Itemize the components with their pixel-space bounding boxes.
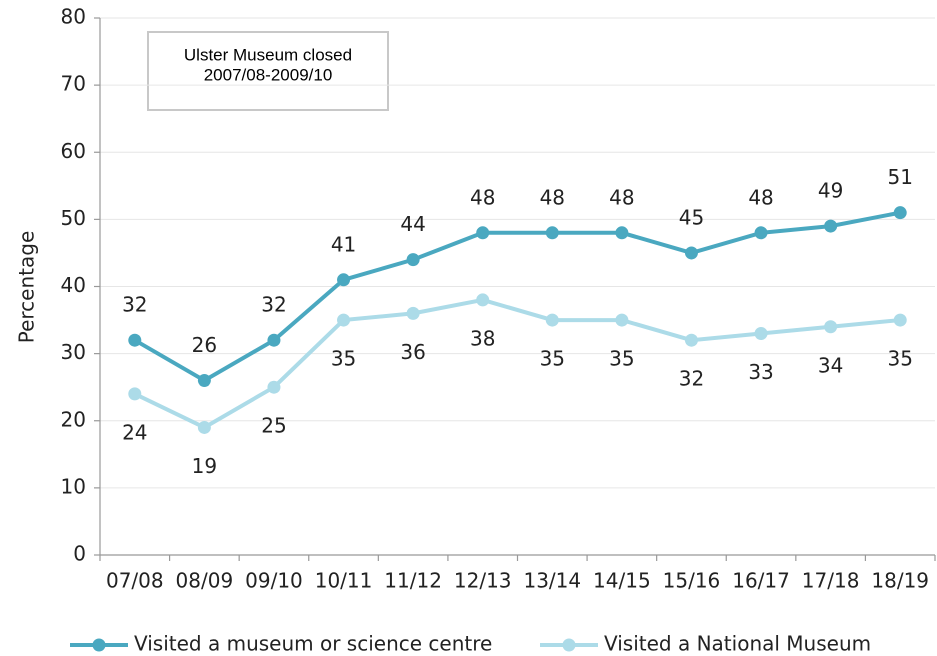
x-tick-label: 15/16	[663, 569, 721, 593]
point	[406, 306, 420, 320]
y-tick-label: 70	[61, 72, 86, 96]
data-label: 26	[192, 333, 217, 357]
annotation-box	[147, 31, 389, 111]
data-label: 48	[609, 185, 634, 209]
annotation: Ulster Museum closed	[184, 45, 352, 64]
point	[754, 226, 768, 240]
point	[197, 373, 211, 387]
point	[128, 387, 142, 401]
data-label: 32	[679, 367, 704, 391]
data-label: 35	[609, 347, 634, 371]
y-tick-label: 20	[61, 407, 86, 431]
x-tick-label: 13/14	[523, 569, 581, 593]
data-label: 32	[122, 293, 147, 317]
data-label: 44	[400, 212, 425, 236]
point	[476, 226, 490, 240]
point	[754, 326, 768, 340]
legend-marker	[562, 638, 576, 652]
data-label: 25	[261, 414, 286, 438]
point	[615, 226, 629, 240]
point	[545, 313, 559, 327]
data-label: 35	[887, 347, 912, 371]
point	[545, 226, 559, 240]
legend-marker	[92, 638, 106, 652]
point	[684, 333, 698, 347]
y-tick-label: 10	[61, 474, 86, 498]
legend-label: Visited a National Museum	[604, 632, 871, 656]
data-label: 33	[748, 360, 773, 384]
data-label: 48	[748, 185, 773, 209]
x-tick-label: 09/10	[245, 569, 303, 593]
point	[893, 313, 907, 327]
y-tick-label: 50	[61, 206, 86, 230]
annotation: 2007/08-2009/10	[204, 65, 333, 84]
point	[267, 333, 281, 347]
y-tick-label: 60	[61, 139, 86, 163]
data-label: 49	[818, 179, 843, 203]
data-label: 38	[470, 326, 495, 350]
point	[337, 313, 351, 327]
y-tick-label: 0	[73, 542, 86, 566]
series-line	[133, 297, 901, 430]
data-label: 32	[261, 293, 286, 317]
x-tick-label: 08/09	[176, 569, 234, 593]
point	[893, 206, 907, 220]
point	[197, 420, 211, 434]
data-label: 34	[818, 353, 843, 377]
data-label: 36	[400, 340, 425, 364]
point	[824, 219, 838, 233]
x-tick-label: 07/08	[106, 569, 164, 593]
y-axis-label: Percentage	[15, 231, 39, 344]
x-tick-label: 14/15	[593, 569, 651, 593]
point	[337, 273, 351, 287]
data-label: 35	[540, 347, 565, 371]
data-label: 24	[122, 420, 147, 444]
x-tick-label: 12/13	[454, 569, 512, 593]
x-tick-label: 17/18	[802, 569, 860, 593]
point	[128, 333, 142, 347]
data-label: 48	[540, 185, 565, 209]
x-tick-label: 18/19	[871, 569, 929, 593]
y-tick-label: 30	[61, 340, 86, 364]
point	[476, 293, 490, 307]
point	[406, 253, 420, 267]
data-label: 48	[470, 185, 495, 209]
point	[267, 380, 281, 394]
legend-label: Visited a museum or science centre	[134, 632, 492, 656]
data-label: 35	[331, 347, 356, 371]
point	[684, 246, 698, 260]
point	[615, 313, 629, 327]
point	[824, 320, 838, 334]
data-label: 19	[192, 454, 217, 478]
data-label: 41	[331, 232, 356, 256]
series-line	[133, 210, 901, 383]
data-label: 51	[887, 165, 912, 189]
data-label: 45	[679, 205, 704, 229]
x-tick-label: 16/17	[732, 569, 790, 593]
y-tick-label: 80	[61, 5, 86, 29]
y-tick-label: 40	[61, 273, 86, 297]
x-tick-label: 10/11	[315, 569, 373, 593]
x-tick-label: 11/12	[384, 569, 442, 593]
